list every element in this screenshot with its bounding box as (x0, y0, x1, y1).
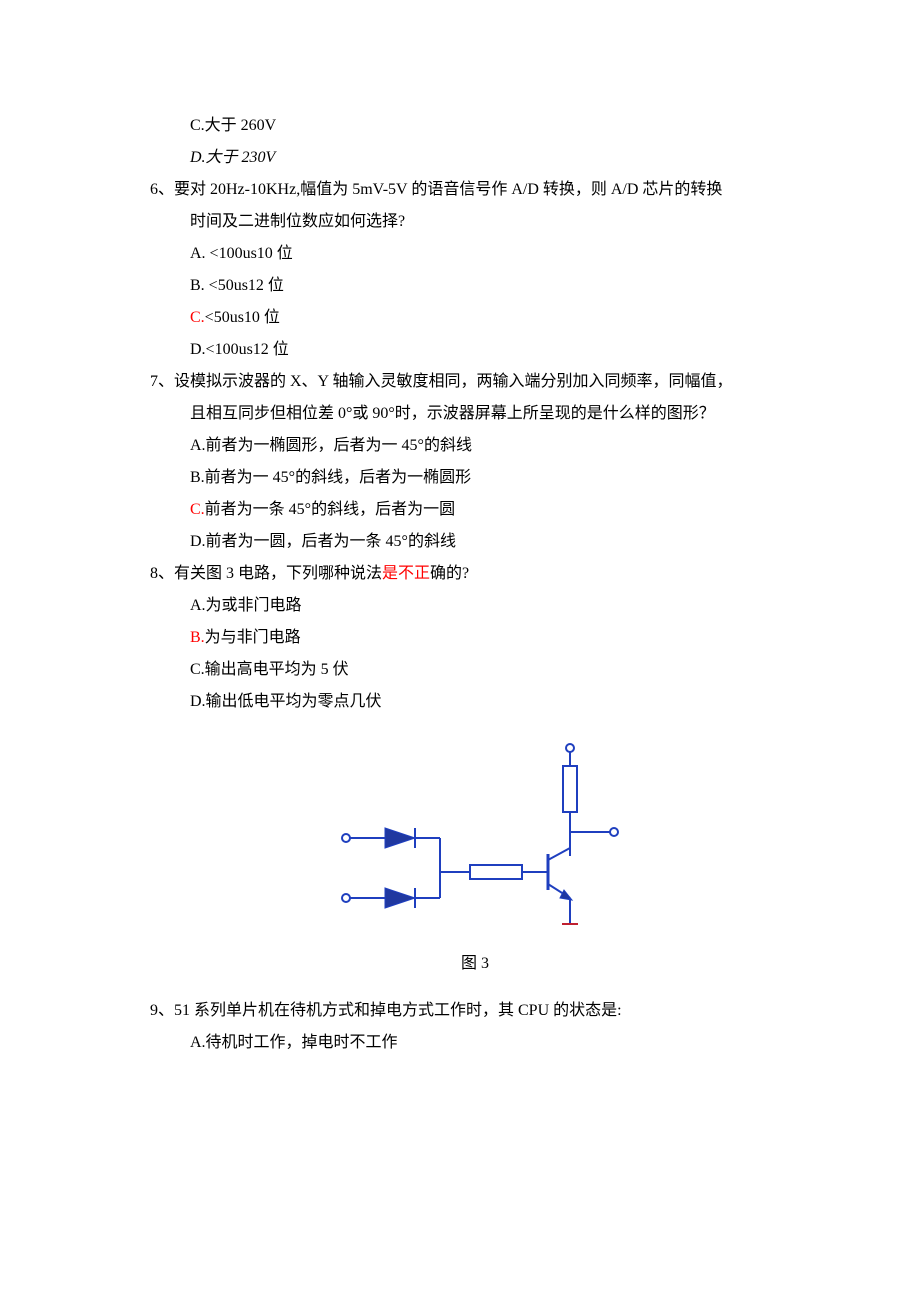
q6-stem-line2: 时间及二进制位数应如何选择? (150, 206, 800, 238)
q7-option-c-letter: C. (190, 501, 205, 518)
q7-option-b: B.前者为一 45°的斜线，后者为一椭圆形 (150, 462, 800, 494)
q8-option-b-rest: 为与非门电路 (205, 629, 301, 646)
q5-option-c: C.大于 260V (150, 110, 800, 142)
q7-option-c-rest: 前者为一条 45°的斜线，后者为一圆 (205, 501, 455, 518)
q8-option-c: C.输出高电平均为 5 伏 (150, 654, 800, 686)
q7-option-d: D.前者为一圆，后者为一条 45°的斜线 (150, 526, 800, 558)
q7-stem-line2: 且相互同步但相位差 0°或 90°时，示波器屏幕上所呈现的是什么样的图形？ (150, 398, 800, 430)
q7-option-c: C.前者为一条 45°的斜线，后者为一圆 (150, 494, 800, 526)
q6-option-c: C.<50us10 位 (150, 302, 800, 334)
q6-option-b: B. <50us12 位 (150, 270, 800, 302)
figure-3-circuit-diagram (310, 738, 640, 938)
q6-option-d: D.<100us12 位 (150, 334, 800, 366)
q8-stem-red: 是不正 (382, 565, 430, 582)
q6-option-a: A. <100us10 位 (150, 238, 800, 270)
q8-option-b-letter: B. (190, 629, 205, 646)
q8-option-b: B.为与非门电路 (150, 622, 800, 654)
q9-stem-line1: 9、51 系列单片机在待机方式和掉电方式工作时，其 CPU 的状态是: (150, 995, 800, 1027)
q8-stem-post: 确的? (430, 565, 469, 582)
q5-option-d: D.大于 230V (150, 142, 800, 174)
q8-option-d: D.输出低电平均为零点几伏 (150, 686, 800, 718)
q8-stem-pre: 8、有关图 3 电路，下列哪种说法 (150, 565, 382, 582)
q6-option-c-letter: C. (190, 309, 205, 326)
q8-stem: 8、有关图 3 电路，下列哪种说法是不正确的? (150, 558, 800, 590)
q8-option-a: A.为或非门电路 (150, 590, 800, 622)
figure-3-label: 图 3 (150, 948, 800, 980)
q9-option-a: A.待机时工作，掉电时不工作 (150, 1027, 800, 1059)
figure-3-container (150, 738, 800, 938)
document-page: C.大于 260V D.大于 230V 6、要对 20Hz-10KHz,幅值为 … (0, 0, 920, 1159)
q6-stem-line1: 6、要对 20Hz-10KHz,幅值为 5mV-5V 的语音信号作 A/D 转换… (150, 174, 800, 206)
q7-option-a: A.前者为一椭圆形，后者为一 45°的斜线 (150, 430, 800, 462)
q7-stem-line1: 7、设模拟示波器的 X、Y 轴输入灵敏度相同，两输入端分别加入同频率，同幅值， (150, 366, 800, 398)
q6-option-c-rest: <50us10 位 (205, 309, 280, 326)
